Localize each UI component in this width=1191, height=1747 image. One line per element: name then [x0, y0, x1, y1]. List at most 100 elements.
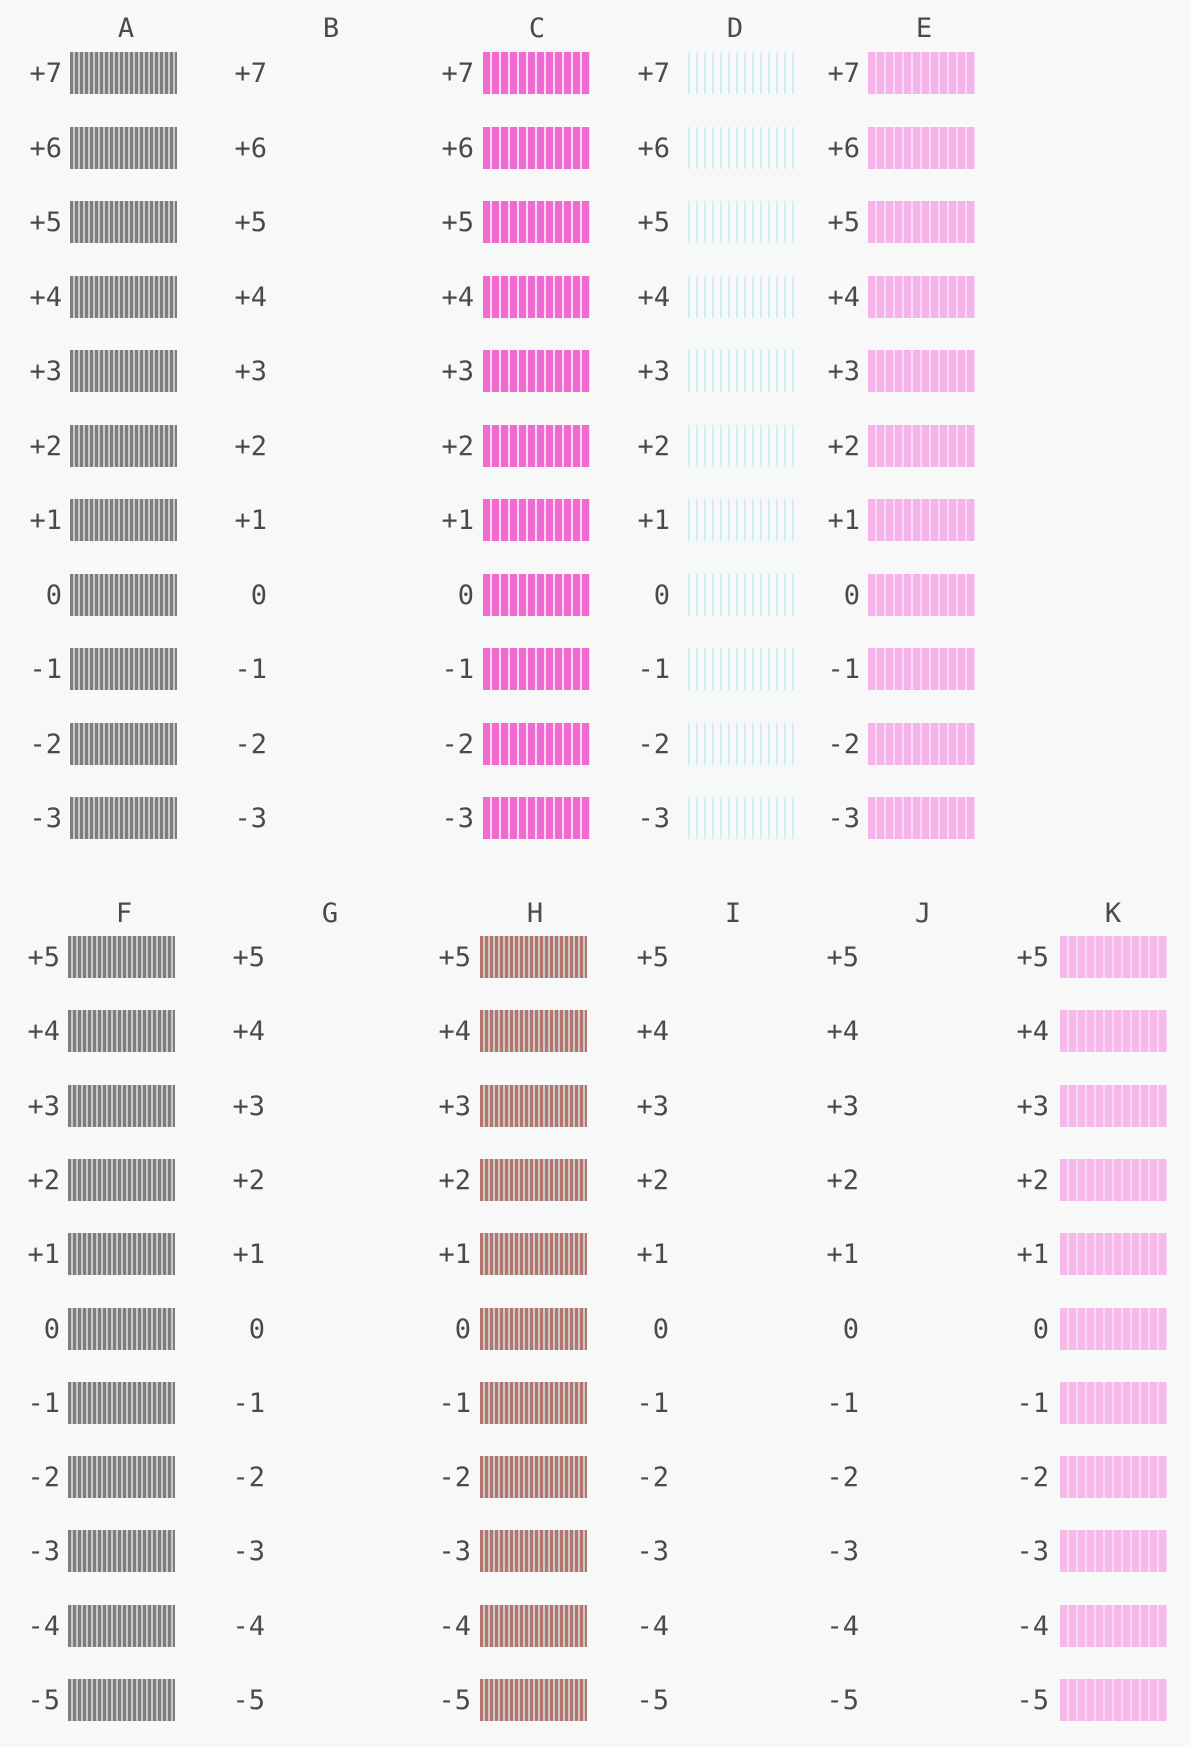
- value-label: +1: [29, 505, 62, 536]
- test-patch-f: [68, 1084, 175, 1127]
- column-header-j: J: [914, 898, 932, 929]
- test-patch-a: [70, 424, 177, 467]
- value-label: -3: [826, 1536, 859, 1568]
- value-label: +1: [232, 1239, 265, 1271]
- value-label: +5: [827, 207, 860, 238]
- column-header-e: E: [915, 13, 933, 44]
- test-patch-c: [483, 201, 590, 243]
- value-label: -3: [27, 1536, 60, 1568]
- value-label: -1: [438, 1387, 471, 1419]
- value-label: +7: [827, 58, 860, 89]
- test-patch-h: [480, 1233, 587, 1276]
- test-patch-e: [868, 126, 975, 169]
- value-label: -4: [232, 1610, 265, 1642]
- value-label: -2: [232, 1462, 265, 1494]
- test-patch-f: [68, 1456, 175, 1499]
- value-label: 0: [43, 1313, 60, 1345]
- value-label: +5: [1016, 942, 1049, 973]
- test-patch-f: [68, 936, 175, 978]
- value-label: -1: [636, 1387, 669, 1419]
- test-patch-h: [480, 1158, 587, 1201]
- value-label: +1: [438, 1239, 471, 1271]
- test-patch-d: [688, 499, 795, 541]
- test-patch-f: [68, 1158, 175, 1201]
- test-patch-e: [868, 722, 975, 765]
- test-patch-c: [483, 424, 590, 467]
- value-label: +4: [636, 1016, 669, 1048]
- value-label: -1: [27, 1387, 60, 1419]
- value-label: +2: [636, 1164, 669, 1196]
- value-label: +4: [438, 1016, 471, 1048]
- test-patch-c: [483, 648, 590, 690]
- test-patch-c: [483, 52, 590, 94]
- value-label: -4: [826, 1610, 859, 1642]
- test-patch-c: [483, 275, 590, 318]
- test-patch-a: [70, 275, 177, 318]
- test-patch-h: [480, 1381, 587, 1424]
- value-label: +3: [29, 356, 62, 387]
- value-label: -2: [234, 728, 267, 760]
- value-label: +2: [29, 430, 62, 462]
- test-patch-e: [868, 499, 975, 541]
- test-patch-a: [70, 797, 177, 839]
- value-label: +3: [636, 1090, 669, 1122]
- value-label: -2: [637, 728, 670, 760]
- value-label: +6: [234, 132, 267, 164]
- value-label: +4: [441, 281, 474, 313]
- column-header-g: G: [321, 898, 339, 929]
- value-label: +1: [27, 1239, 60, 1271]
- value-label: -3: [1016, 1536, 1049, 1568]
- test-patch-k: [1060, 1530, 1167, 1573]
- value-label: -3: [29, 803, 62, 834]
- test-patch-h: [480, 1456, 587, 1499]
- test-patch-h: [480, 1010, 587, 1053]
- value-label: +6: [637, 132, 670, 164]
- test-patch-k: [1060, 1381, 1167, 1424]
- value-label: -5: [438, 1685, 471, 1716]
- value-label: +3: [1016, 1090, 1049, 1122]
- test-patch-d: [688, 424, 795, 467]
- column-header-c: C: [528, 13, 546, 44]
- test-patch-f: [68, 1604, 175, 1647]
- value-label: -2: [826, 1462, 859, 1494]
- value-label: -5: [636, 1685, 669, 1716]
- test-patch-a: [70, 648, 177, 690]
- value-label: -2: [827, 728, 860, 760]
- column-header-a: A: [117, 13, 135, 44]
- column-header-h: H: [526, 898, 544, 929]
- value-label: +5: [232, 942, 265, 973]
- test-patch-d: [688, 797, 795, 839]
- value-label: +5: [438, 942, 471, 973]
- value-label: +5: [636, 942, 669, 973]
- test-patch-e: [868, 648, 975, 690]
- test-patch-e: [868, 573, 975, 616]
- value-label: -4: [27, 1610, 60, 1642]
- value-label: -3: [234, 803, 267, 834]
- test-patch-e: [868, 275, 975, 318]
- value-label: +2: [637, 430, 670, 462]
- value-label: -1: [234, 654, 267, 685]
- test-patch-d: [688, 350, 795, 392]
- test-patch-k: [1060, 936, 1167, 978]
- test-patch-a: [70, 201, 177, 243]
- test-patch-f: [68, 1530, 175, 1573]
- value-label: -2: [441, 728, 474, 760]
- test-patch-f: [68, 1010, 175, 1053]
- value-label: +5: [441, 207, 474, 238]
- value-label: -5: [27, 1685, 60, 1716]
- test-patch-k: [1060, 1233, 1167, 1276]
- value-label: 0: [454, 1313, 471, 1345]
- value-label: +3: [232, 1090, 265, 1122]
- column-header-f: F: [115, 898, 133, 929]
- column-header-d: D: [726, 13, 744, 44]
- value-label: +3: [826, 1090, 859, 1122]
- value-label: +6: [29, 132, 62, 164]
- test-patch-h: [480, 1679, 587, 1721]
- test-patch-k: [1060, 1084, 1167, 1127]
- value-label: -1: [826, 1387, 859, 1419]
- value-label: -5: [826, 1685, 859, 1716]
- value-label: -2: [29, 728, 62, 760]
- value-label: +1: [827, 505, 860, 536]
- value-label: +2: [27, 1164, 60, 1196]
